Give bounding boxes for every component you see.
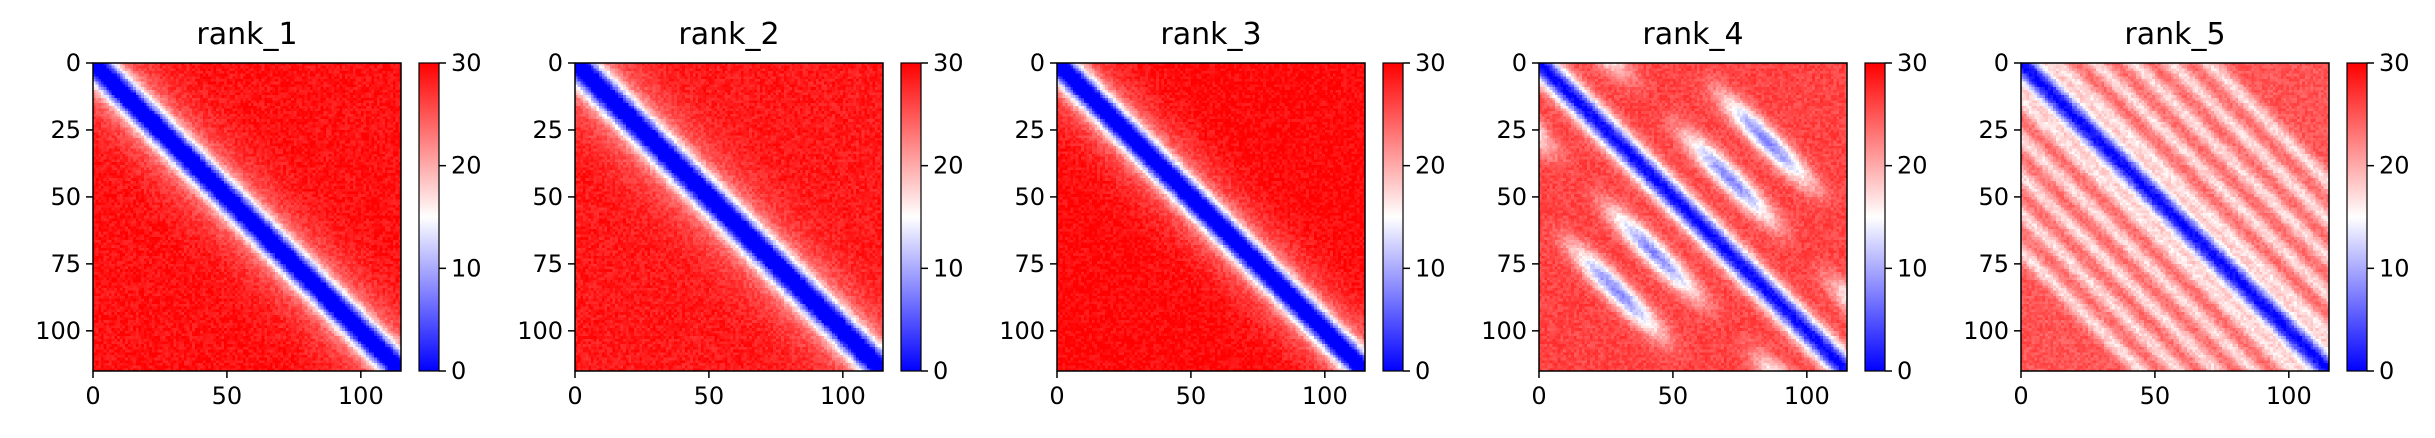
colorbar-tick-label: 10: [2379, 254, 2410, 282]
heatmap-image: [575, 63, 883, 371]
colorbar-tick-label: 0: [1897, 357, 1912, 385]
x-tick-label: 0: [1531, 382, 1546, 410]
y-tick-label: 0: [548, 49, 563, 77]
heatmap-panel-3: rank_3 0 50 100 0 25 50 75 100 0 10 20 30: [999, 17, 1445, 410]
x-tick-label: 100: [1302, 382, 1348, 410]
y-tick-label: 75: [50, 250, 81, 278]
y-tick-label: 0: [1994, 49, 2009, 77]
colorbar: [2346, 62, 2368, 372]
heatmap-image: [1057, 63, 1365, 371]
y-tick-label: 50: [1014, 183, 1045, 211]
colorbar-tick-label: 20: [1897, 152, 1928, 180]
y-tick-label: 25: [50, 116, 81, 144]
y-tick-label: 50: [532, 183, 563, 211]
y-tick-label: 25: [1978, 116, 2009, 144]
heatmap-image: [1539, 63, 1847, 371]
panel-title: rank_2: [678, 17, 779, 52]
colorbar-tick-label: 30: [1415, 49, 1446, 77]
y-tick-label: 100: [999, 317, 1045, 345]
colorbar-tick-label: 20: [1415, 152, 1446, 180]
heatmap-frame: [2020, 62, 2330, 372]
colorbar: [1864, 62, 1886, 372]
colorbar-tick-label: 20: [2379, 152, 2410, 180]
y-tick-label: 25: [532, 116, 563, 144]
y-tick-label: 0: [1030, 49, 1045, 77]
colorbar-tick-label: 20: [451, 152, 482, 180]
heatmap-frame: [574, 62, 884, 372]
heatmap-panel-5: rank_5 0 50 100 0 25 50 75 100 0 10 20 30: [1963, 17, 2409, 410]
y-tick-label: 50: [1978, 183, 2009, 211]
colorbar-tick-label: 30: [933, 49, 964, 77]
x-tick-label: 0: [567, 382, 582, 410]
x-tick-label: 0: [2013, 382, 2028, 410]
colorbar-tick-label: 10: [933, 254, 964, 282]
panel-title: rank_5: [2124, 17, 2225, 52]
x-tick-label: 50: [1176, 382, 1207, 410]
y-tick-label: 100: [517, 317, 563, 345]
heatmap-image: [2021, 63, 2329, 371]
x-tick-label: 100: [2266, 382, 2312, 410]
heatmap-frame: [92, 62, 402, 372]
y-tick-label: 0: [66, 49, 81, 77]
panel-title: rank_1: [196, 17, 297, 52]
y-tick-label: 100: [35, 317, 81, 345]
colorbar-tick-label: 10: [451, 254, 482, 282]
y-tick-label: 75: [1496, 250, 1527, 278]
heatmap-image: [93, 63, 401, 371]
x-tick-label: 50: [212, 382, 243, 410]
x-tick-label: 0: [1049, 382, 1064, 410]
colorbar-tick-label: 0: [1415, 357, 1430, 385]
panel-title: rank_4: [1642, 17, 1743, 52]
y-tick-label: 100: [1963, 317, 2009, 345]
x-tick-label: 100: [820, 382, 866, 410]
y-tick-label: 0: [1512, 49, 1527, 77]
heatmap-panel-1: rank_1 0 50 100 0 25 50 75 100 0 10 20 30: [35, 17, 481, 410]
x-tick-label: 100: [338, 382, 384, 410]
x-tick-label: 100: [1784, 382, 1830, 410]
x-tick-label: 0: [85, 382, 100, 410]
heatmap-panel-2: rank_2 0 50 100 0 25 50 75 100 0 10 20 30: [517, 17, 963, 410]
colorbar: [418, 62, 440, 372]
x-tick-label: 50: [1658, 382, 1689, 410]
colorbar-tick-label: 30: [2379, 49, 2410, 77]
panel-title: rank_3: [1160, 17, 1261, 52]
colorbar-tick-label: 0: [2379, 357, 2394, 385]
colorbar: [900, 62, 922, 372]
y-tick-label: 75: [532, 250, 563, 278]
heatmap-frame: [1538, 62, 1848, 372]
y-tick-label: 25: [1014, 116, 1045, 144]
heatmap-frame: [1056, 62, 1366, 372]
colorbar-tick-label: 10: [1415, 254, 1446, 282]
colorbar-tick-label: 20: [933, 152, 964, 180]
colorbar-tick-label: 30: [451, 49, 482, 77]
colorbar: [1382, 62, 1404, 372]
y-tick-label: 50: [1496, 183, 1527, 211]
colorbar-tick-label: 0: [933, 357, 948, 385]
y-tick-label: 75: [1978, 250, 2009, 278]
y-tick-label: 100: [1481, 317, 1527, 345]
x-tick-label: 50: [2140, 382, 2171, 410]
colorbar-tick-label: 30: [1897, 49, 1928, 77]
colorbar-tick-label: 0: [451, 357, 466, 385]
colorbar-tick-label: 10: [1897, 254, 1928, 282]
x-tick-label: 50: [694, 382, 725, 410]
y-tick-label: 25: [1496, 116, 1527, 144]
y-tick-label: 75: [1014, 250, 1045, 278]
heatmap-panel-4: rank_4 0 50 100 0 25 50 75 100 0 10 20 30: [1481, 17, 1927, 410]
y-tick-label: 50: [50, 183, 81, 211]
